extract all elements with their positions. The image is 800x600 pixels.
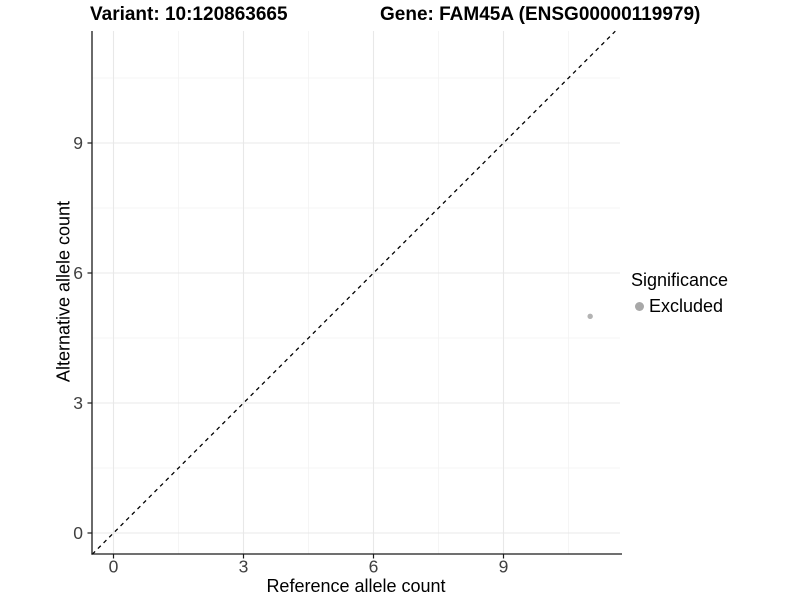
- legend: Significance Excluded: [631, 270, 728, 317]
- data-point: [587, 313, 593, 320]
- variant-title: Variant: 10:120863665: [90, 4, 288, 25]
- legend-title: Significance: [631, 270, 729, 290]
- legend-point-icon: [635, 302, 644, 311]
- y-tick-label: 0: [73, 523, 83, 543]
- legend-entry: Excluded: [631, 296, 728, 317]
- y-tick-label: 9: [73, 133, 83, 153]
- x-tick-label: 0: [109, 557, 119, 577]
- x-axis-title: Reference allele count: [266, 576, 446, 596]
- y-tick-label: 6: [73, 263, 83, 283]
- x-tick-label: 6: [369, 557, 379, 577]
- x-tick-label: 3: [239, 557, 249, 577]
- gene-title: Gene: FAM45A (ENSG00000119979): [380, 4, 701, 25]
- identity-line: [91, 30, 616, 555]
- x-tick-label: 9: [499, 557, 509, 577]
- y-tick-label: 3: [73, 393, 83, 413]
- legend-entry-label: Excluded: [649, 296, 724, 316]
